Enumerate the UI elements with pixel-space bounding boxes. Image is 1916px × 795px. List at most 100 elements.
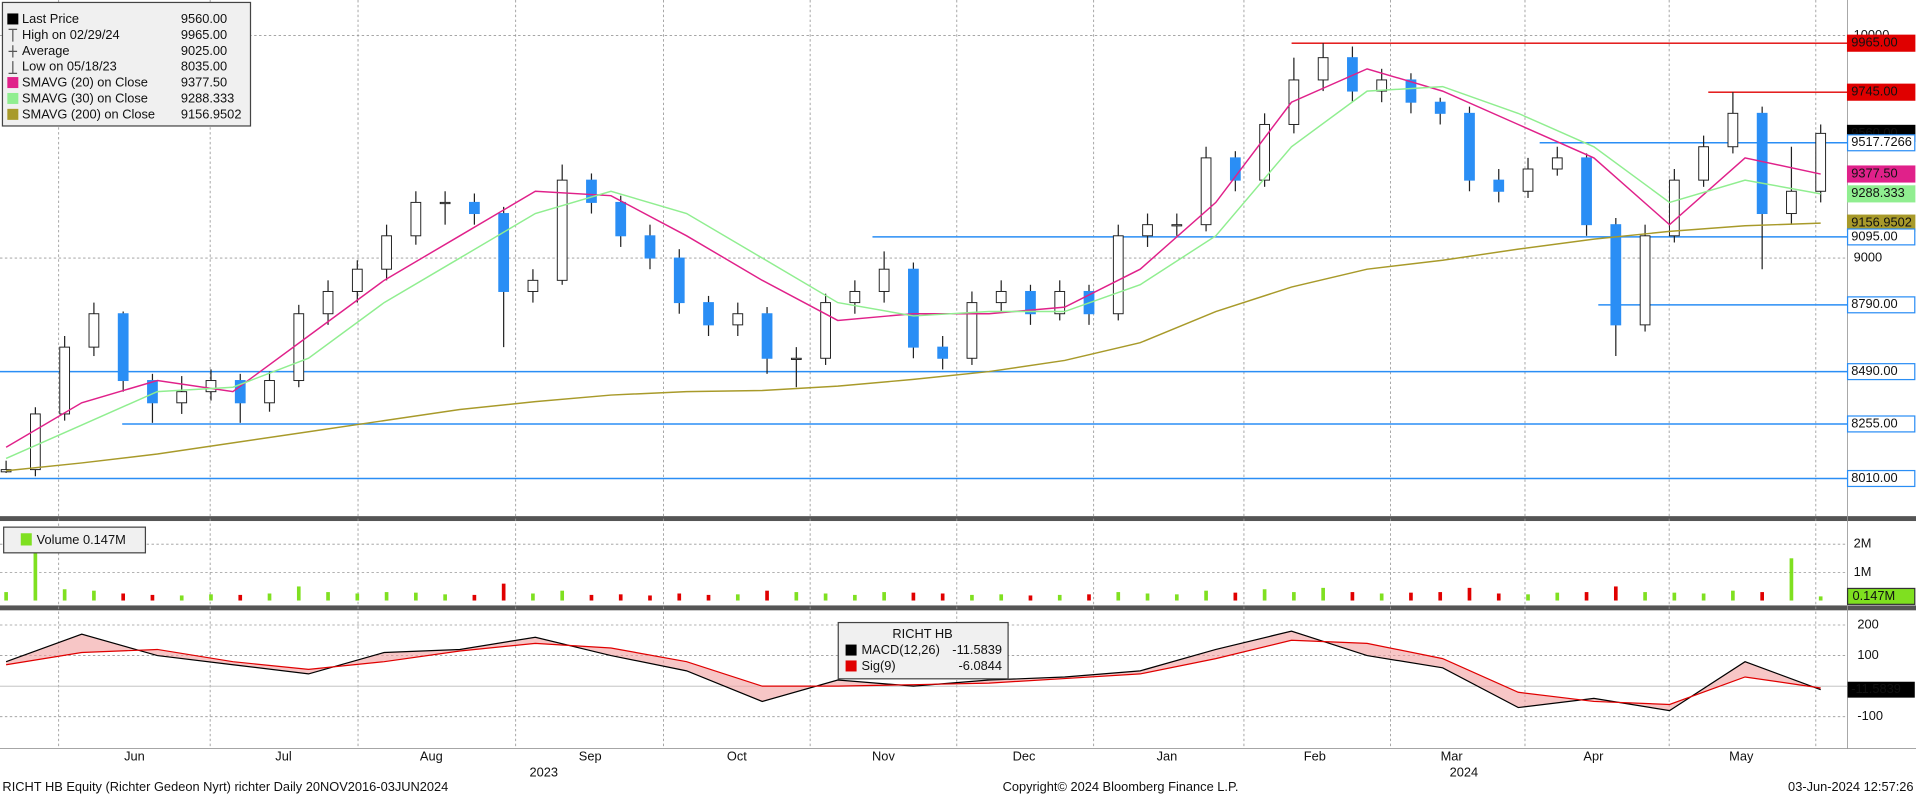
candle-body — [439, 201, 451, 205]
candle-body — [1025, 290, 1036, 315]
level-label-box — [1846, 83, 1916, 101]
candle-body — [1756, 112, 1768, 215]
legend-value: 9288.333 — [181, 90, 234, 105]
volume-bar — [1438, 592, 1443, 601]
volume-bar — [238, 594, 243, 601]
y-tick-label: 1M — [1854, 564, 1872, 579]
volume-bar — [1028, 595, 1033, 601]
volume-bar — [970, 594, 974, 601]
macd-last-label: -11.5839 — [1851, 681, 1901, 696]
volume-bar — [1672, 592, 1677, 601]
legend-symbol — [8, 61, 18, 74]
macd-last-box — [1847, 681, 1915, 698]
volume-bar — [794, 592, 799, 601]
legend-value: 9965.00 — [181, 27, 227, 42]
level-label: 8490.00 — [1851, 363, 1897, 378]
candle-body — [1464, 112, 1475, 181]
legend-name: SMAVG (30) on Close — [22, 90, 148, 105]
candle-body — [1786, 190, 1797, 215]
candle-body — [966, 302, 978, 359]
volume-bar — [1701, 593, 1706, 601]
level-label: 9517.7266 — [1851, 134, 1912, 149]
volume-bar — [121, 593, 126, 601]
level-label-box — [1846, 134, 1916, 152]
candle-body — [527, 279, 539, 292]
volume-bar — [4, 592, 8, 601]
level-label: 8255.00 — [1851, 415, 1897, 430]
candle-body — [1171, 224, 1183, 227]
candle-body — [351, 268, 363, 292]
volume-bar — [92, 590, 96, 601]
candle-body — [1288, 79, 1300, 125]
volume-bar — [355, 593, 360, 601]
legend-name: SMAVG (20) on Close — [22, 75, 148, 90]
candle-body — [1581, 157, 1592, 226]
footer-center: Copyright© 2024 Bloomberg Finance L.P. — [1003, 779, 1239, 794]
macd-value: -6.0844 — [958, 658, 1001, 673]
candle-body — [293, 313, 305, 382]
macd-swatch — [845, 644, 857, 656]
candle-body — [410, 201, 422, 237]
legend-name: Low on 05/18/23 — [22, 59, 117, 74]
candle-body — [644, 235, 656, 259]
candle-body — [1727, 112, 1739, 148]
candle-body — [820, 302, 831, 359]
volume-bar — [735, 594, 740, 601]
footer-right: 03-Jun-2024 12:57:26 — [1788, 779, 1913, 794]
volume-bar — [1116, 592, 1121, 601]
level-label-box — [1846, 228, 1916, 246]
volume-bar — [296, 586, 301, 601]
candle-body — [1347, 57, 1358, 92]
volume-bar — [472, 594, 477, 601]
volume-bar — [33, 535, 38, 601]
volume-bar — [1409, 592, 1413, 601]
volume-bar — [501, 583, 506, 601]
volume-bar — [267, 593, 272, 601]
candle-body — [1639, 235, 1651, 326]
legend: Last Price 9560.00 High on 02/29/24 9965.00… — [1, 1, 252, 127]
candle-body — [1112, 235, 1124, 315]
candle-body — [703, 302, 714, 326]
candle-body — [556, 179, 568, 281]
candle-body — [498, 213, 510, 292]
level-label: 9965.00 — [1851, 35, 1897, 50]
legend-name: High on 02/29/24 — [22, 27, 120, 42]
candle-body — [1200, 157, 1212, 226]
candle-body — [59, 346, 71, 415]
candle-body — [205, 380, 217, 393]
volume-bar — [414, 592, 418, 601]
volume-bar — [179, 595, 184, 601]
volume-bar — [1555, 592, 1560, 601]
footer-left: RICHT HB Equity (Richter Gedeon Nyrt) ri… — [2, 779, 448, 794]
volume-bar — [326, 592, 330, 601]
legend-symbol — [8, 28, 18, 42]
sma-line — [5, 68, 1821, 448]
y-tick-label: 100 — [1857, 647, 1878, 662]
legend-swatch — [7, 77, 19, 89]
volume-bar — [1613, 586, 1618, 601]
volume-bar — [1145, 593, 1150, 601]
candle-body — [1668, 179, 1680, 237]
level-label-box — [1846, 469, 1916, 488]
sma-line — [6, 222, 1821, 472]
volume-bar — [1760, 592, 1764, 601]
volume-bar — [1174, 594, 1179, 601]
legend-symbol — [8, 45, 18, 58]
volume-bar — [1496, 593, 1501, 601]
legend-value: 9156.9502 — [181, 106, 242, 121]
candle-body — [615, 201, 627, 237]
candle-body — [1054, 290, 1066, 315]
legend-value: 9377.50 — [181, 75, 227, 90]
legend-name: SMAVG (200) on Close — [22, 106, 155, 121]
macd-legend-box — [837, 621, 1009, 680]
volume-bar — [1087, 594, 1091, 601]
volume-legend: Volume 0.147M — [37, 532, 126, 547]
macd-name: MACD(12,26) — [861, 642, 939, 657]
level-label: 8790.00 — [1851, 296, 1897, 311]
candle-body — [1522, 168, 1534, 192]
volume-bar — [677, 593, 682, 601]
candle-body — [1142, 224, 1153, 237]
macd-title: RICHT HB — [892, 626, 952, 641]
volume-bar — [209, 594, 213, 601]
volume-bar — [150, 594, 155, 601]
